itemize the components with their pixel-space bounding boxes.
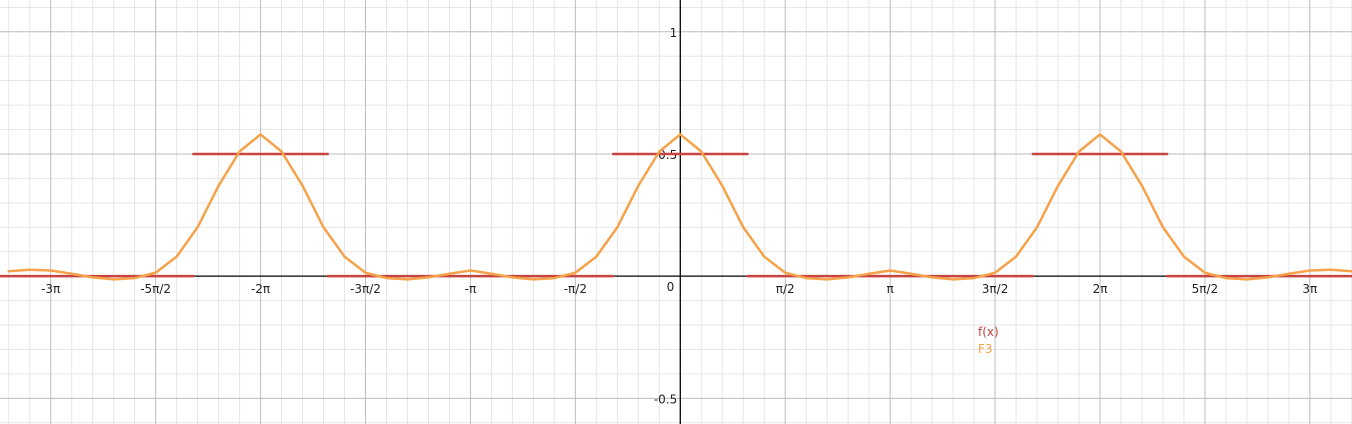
- x-tick-label: 5π/2: [1192, 282, 1219, 296]
- x-tick-label: -π/2: [564, 282, 587, 296]
- y-tick-label: 1: [670, 26, 678, 40]
- y-tick-label: -0.5: [654, 392, 677, 406]
- legend: f(x) F3: [978, 325, 999, 356]
- x-tick-label: -2π: [251, 282, 270, 296]
- x-tick-label: π: [887, 282, 894, 296]
- legend-entry-f-x: f(x): [978, 325, 999, 339]
- x-tick-label: -3π: [41, 282, 60, 296]
- x-tick-labels: -3π -5π/2 -2π -3π/2 -π -π/2 π/2 π 3π/2 2π 5π/2 3π: [41, 282, 1317, 296]
- origin-label: 0: [667, 280, 675, 294]
- x-tick-label: 3π: [1302, 282, 1317, 296]
- x-tick-label: -3π/2: [350, 282, 381, 296]
- x-tick-label: 3π/2: [982, 282, 1009, 296]
- legend-entry-f3: F3: [978, 342, 993, 356]
- x-tick-label: π/2: [776, 282, 795, 296]
- f3-curve: [7, 133, 1352, 281]
- series-layer: [0, 133, 1352, 281]
- x-tick-label: 2π: [1093, 282, 1108, 296]
- x-tick-label: -π: [465, 282, 477, 296]
- x-tick-label: -5π/2: [140, 282, 171, 296]
